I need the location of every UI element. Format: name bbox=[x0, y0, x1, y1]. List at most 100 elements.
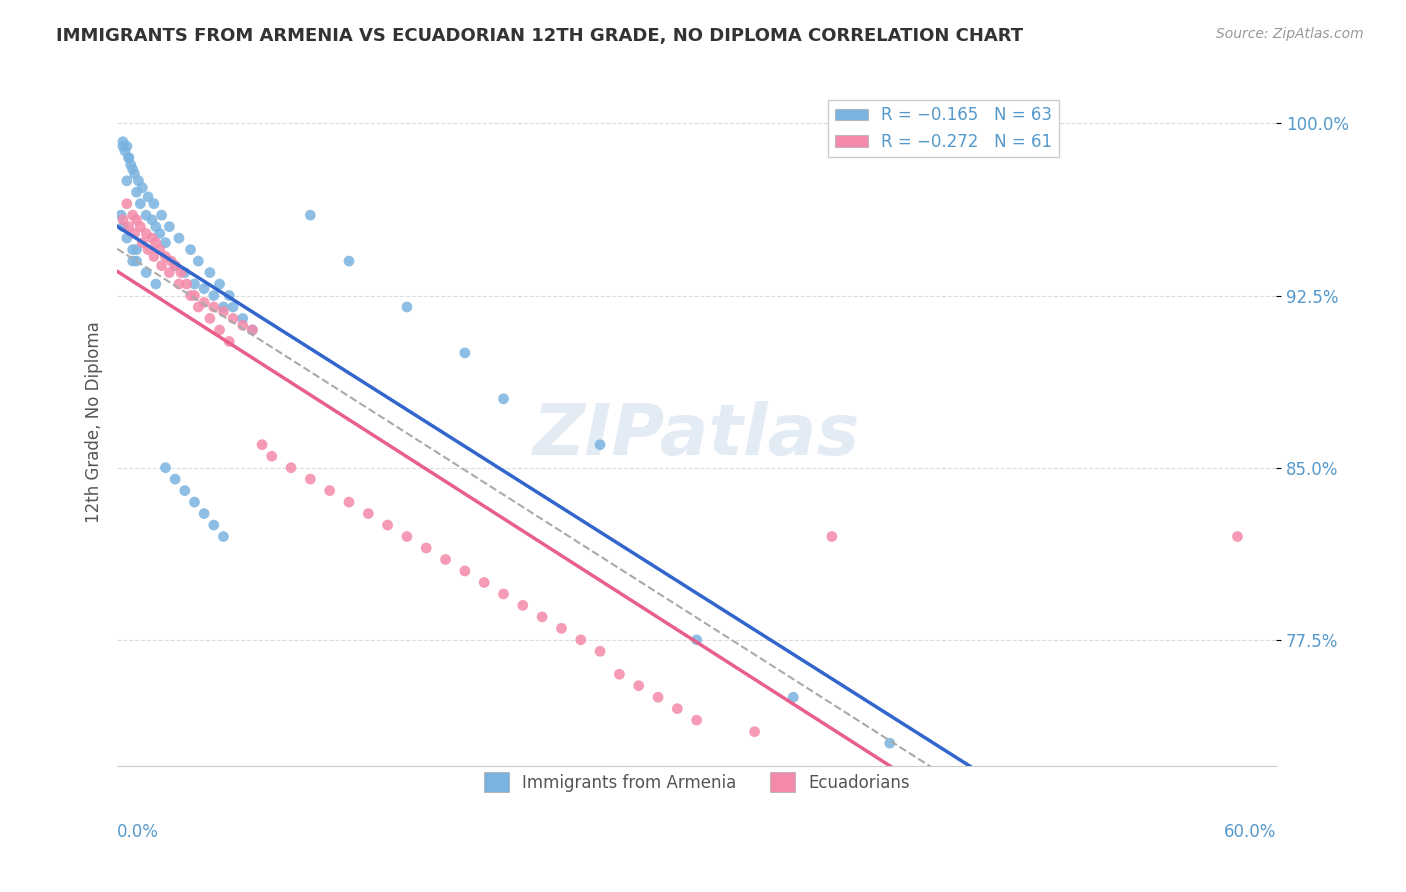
Point bbox=[131, 180, 153, 194]
Point bbox=[129, 219, 152, 234]
Point bbox=[114, 144, 136, 158]
Point bbox=[170, 266, 193, 280]
Point bbox=[685, 713, 707, 727]
Point bbox=[879, 736, 901, 750]
Point bbox=[569, 632, 592, 647]
Point bbox=[212, 529, 235, 543]
Point bbox=[218, 288, 240, 302]
Point bbox=[589, 438, 612, 452]
Point bbox=[111, 135, 134, 149]
Point bbox=[492, 587, 515, 601]
Point bbox=[150, 208, 173, 222]
Point bbox=[155, 460, 177, 475]
Point bbox=[125, 185, 148, 199]
Point bbox=[434, 552, 457, 566]
Point bbox=[121, 243, 143, 257]
Point bbox=[280, 460, 302, 475]
Text: 60.0%: 60.0% bbox=[1223, 823, 1277, 841]
Point bbox=[395, 300, 418, 314]
Point bbox=[135, 208, 157, 222]
Point bbox=[647, 690, 669, 705]
Point bbox=[299, 208, 322, 222]
Point bbox=[202, 300, 225, 314]
Point bbox=[136, 243, 159, 257]
Point bbox=[180, 243, 202, 257]
Point bbox=[337, 495, 360, 509]
Point bbox=[165, 472, 187, 486]
Point bbox=[250, 438, 273, 452]
Point bbox=[111, 212, 134, 227]
Point bbox=[160, 254, 183, 268]
Point bbox=[193, 295, 215, 310]
Point bbox=[550, 621, 572, 635]
Text: ZIPatlas: ZIPatlas bbox=[533, 401, 860, 470]
Point bbox=[110, 208, 132, 222]
Point bbox=[157, 266, 180, 280]
Point bbox=[472, 575, 495, 590]
Point bbox=[167, 277, 190, 291]
Point bbox=[454, 346, 477, 360]
Point bbox=[208, 277, 231, 291]
Point bbox=[202, 288, 225, 302]
Text: 0.0%: 0.0% bbox=[117, 823, 159, 841]
Point bbox=[222, 311, 245, 326]
Point bbox=[782, 690, 804, 705]
Point bbox=[232, 318, 254, 333]
Point bbox=[141, 231, 163, 245]
Point bbox=[149, 243, 172, 257]
Point bbox=[187, 300, 209, 314]
Point bbox=[141, 212, 163, 227]
Point bbox=[131, 235, 153, 250]
Point bbox=[318, 483, 340, 498]
Point bbox=[145, 219, 167, 234]
Point bbox=[173, 483, 195, 498]
Point bbox=[180, 288, 202, 302]
Point bbox=[118, 151, 141, 165]
Point bbox=[337, 254, 360, 268]
Point bbox=[149, 227, 172, 241]
Point bbox=[260, 449, 283, 463]
Point bbox=[1226, 529, 1249, 543]
Point bbox=[125, 254, 148, 268]
Point bbox=[232, 311, 254, 326]
Point bbox=[167, 231, 190, 245]
Point bbox=[115, 139, 138, 153]
Point bbox=[135, 266, 157, 280]
Point bbox=[198, 311, 221, 326]
Point bbox=[193, 507, 215, 521]
Point bbox=[150, 259, 173, 273]
Point bbox=[242, 323, 264, 337]
Point bbox=[627, 679, 650, 693]
Point bbox=[395, 529, 418, 543]
Point bbox=[183, 495, 205, 509]
Point bbox=[142, 250, 165, 264]
Point bbox=[124, 227, 146, 241]
Point bbox=[155, 250, 177, 264]
Point bbox=[111, 139, 134, 153]
Point bbox=[299, 472, 322, 486]
Point bbox=[125, 243, 148, 257]
Point bbox=[142, 196, 165, 211]
Point bbox=[176, 277, 198, 291]
Point bbox=[183, 288, 205, 302]
Point bbox=[222, 300, 245, 314]
Point bbox=[165, 259, 187, 273]
Point bbox=[187, 254, 209, 268]
Point bbox=[821, 529, 844, 543]
Point bbox=[118, 219, 141, 234]
Point bbox=[165, 259, 187, 273]
Point bbox=[202, 518, 225, 533]
Point bbox=[115, 231, 138, 245]
Point bbox=[111, 219, 134, 234]
Point bbox=[118, 151, 141, 165]
Point bbox=[377, 518, 399, 533]
Point bbox=[492, 392, 515, 406]
Point bbox=[589, 644, 612, 658]
Point bbox=[145, 277, 167, 291]
Point bbox=[155, 235, 177, 250]
Point bbox=[454, 564, 477, 578]
Point bbox=[136, 190, 159, 204]
Point bbox=[415, 541, 437, 555]
Point bbox=[120, 158, 142, 172]
Point bbox=[208, 323, 231, 337]
